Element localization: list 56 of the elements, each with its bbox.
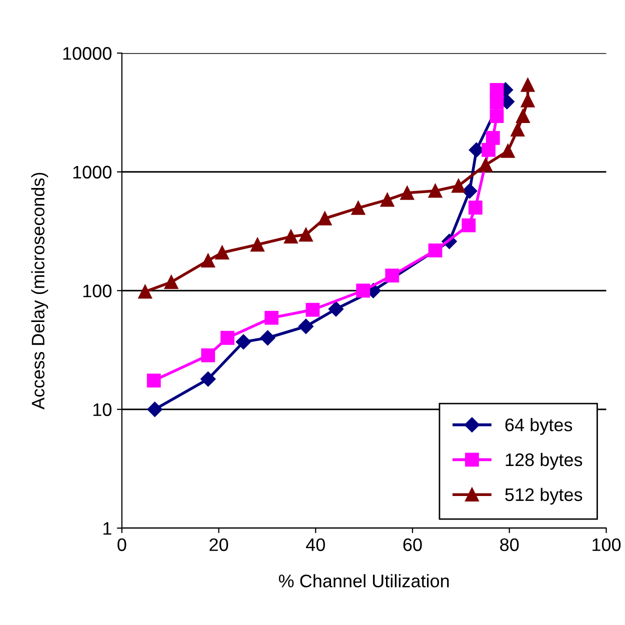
point (215, 246, 230, 260)
y-tick-label: 10 (93, 403, 112, 416)
legend-label: 512 bytes (505, 488, 582, 505)
point (260, 330, 276, 346)
point (318, 212, 332, 226)
point (220, 330, 234, 345)
y-axis-title: Access Delay (microseconds) (31, 172, 48, 410)
point (164, 275, 178, 290)
point (428, 184, 442, 198)
point (400, 186, 414, 200)
point (328, 301, 344, 317)
point (490, 109, 504, 124)
point (200, 371, 216, 387)
legend-label: 64 bytes (505, 418, 572, 435)
x-tick-label: 40 (306, 538, 325, 552)
y-tick-label: 10000 (63, 47, 112, 60)
y-tick-label: 1000 (73, 166, 112, 179)
point (298, 228, 313, 242)
point (462, 183, 478, 199)
point (250, 238, 264, 252)
point (201, 348, 216, 362)
point (147, 402, 162, 417)
point (146, 374, 161, 388)
point (520, 78, 535, 92)
point (351, 200, 366, 215)
point (486, 131, 500, 145)
point (452, 178, 466, 193)
point (264, 310, 278, 325)
point (478, 158, 493, 172)
point (380, 192, 394, 207)
x-tick-label: 60 (403, 538, 422, 552)
x-tick-label: 20 (210, 538, 228, 552)
point (236, 334, 252, 350)
x-axis-title: % Channel Utilization (278, 574, 449, 588)
point (520, 93, 535, 108)
point (482, 143, 496, 157)
point (510, 122, 525, 137)
point (284, 230, 298, 244)
y-tick-label: 100 (83, 284, 112, 298)
point (516, 109, 530, 124)
x-tick-label: 100 (592, 538, 621, 552)
x-tick-label: 0 (118, 538, 126, 552)
point (490, 82, 504, 97)
point (500, 144, 515, 158)
point (428, 243, 442, 258)
point (298, 318, 314, 334)
x-tick-label: 80 (500, 538, 519, 552)
point (356, 284, 370, 298)
point (468, 200, 482, 215)
y-tick-label: 1 (103, 522, 112, 535)
point (201, 254, 216, 268)
point (385, 268, 400, 282)
point (138, 284, 152, 299)
point (462, 218, 476, 232)
point (306, 302, 320, 317)
legend-label: 128 bytes (506, 452, 582, 470)
